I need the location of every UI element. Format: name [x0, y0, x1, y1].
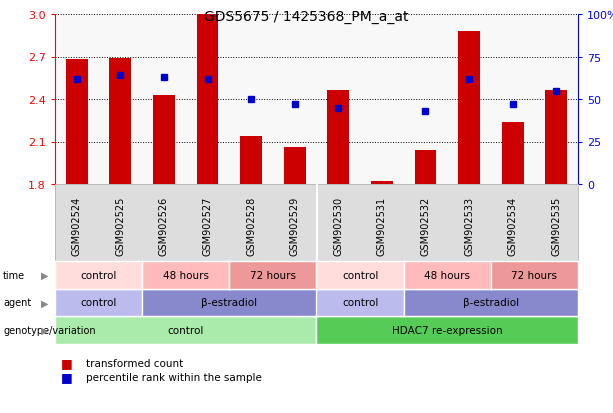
Bar: [327, 91, 349, 185]
Text: 48 hours: 48 hours: [162, 270, 209, 280]
Bar: [546, 91, 567, 185]
Text: GSM902530: GSM902530: [333, 196, 343, 255]
Text: percentile rank within the sample: percentile rank within the sample: [86, 372, 262, 382]
Text: ▶: ▶: [41, 270, 49, 280]
Text: GSM902534: GSM902534: [508, 196, 517, 255]
Text: ▶: ▶: [41, 298, 49, 308]
Text: control: control: [342, 270, 378, 280]
Text: GSM902528: GSM902528: [246, 196, 256, 255]
Bar: [284, 148, 306, 185]
Text: GSM902524: GSM902524: [72, 196, 82, 255]
Bar: [458, 32, 480, 185]
Text: control: control: [80, 298, 116, 308]
Bar: [153, 95, 175, 185]
Text: control: control: [80, 270, 116, 280]
Bar: [414, 151, 436, 185]
Text: ■: ■: [61, 370, 73, 384]
Text: ▶: ▶: [41, 325, 49, 335]
Text: β-estradiol: β-estradiol: [201, 298, 257, 308]
Text: GSM902533: GSM902533: [464, 196, 474, 255]
Text: transformed count: transformed count: [86, 358, 183, 368]
Text: GSM902527: GSM902527: [202, 196, 213, 255]
Bar: [371, 182, 393, 185]
Text: control: control: [167, 325, 204, 335]
Bar: [501, 122, 524, 185]
Text: 72 hours: 72 hours: [250, 270, 296, 280]
Text: HDAC7 re-expression: HDAC7 re-expression: [392, 325, 503, 335]
Text: GSM902529: GSM902529: [290, 196, 300, 255]
Text: genotype/variation: genotype/variation: [3, 325, 96, 335]
Text: GSM902531: GSM902531: [377, 196, 387, 255]
Text: GSM902532: GSM902532: [421, 196, 430, 255]
Text: agent: agent: [3, 298, 31, 308]
Text: GSM902535: GSM902535: [551, 196, 562, 255]
Text: GSM902525: GSM902525: [115, 196, 126, 255]
Text: GSM902526: GSM902526: [159, 196, 169, 255]
Text: GDS5675 / 1425368_PM_a_at: GDS5675 / 1425368_PM_a_at: [204, 10, 409, 24]
Bar: [66, 60, 88, 185]
Text: ■: ■: [61, 357, 73, 370]
Text: control: control: [342, 298, 378, 308]
Text: time: time: [3, 270, 25, 280]
Text: 48 hours: 48 hours: [424, 270, 470, 280]
Text: β-estradiol: β-estradiol: [463, 298, 519, 308]
Bar: [240, 137, 262, 185]
Text: 72 hours: 72 hours: [511, 270, 557, 280]
Bar: [197, 14, 218, 185]
Bar: [110, 59, 131, 185]
